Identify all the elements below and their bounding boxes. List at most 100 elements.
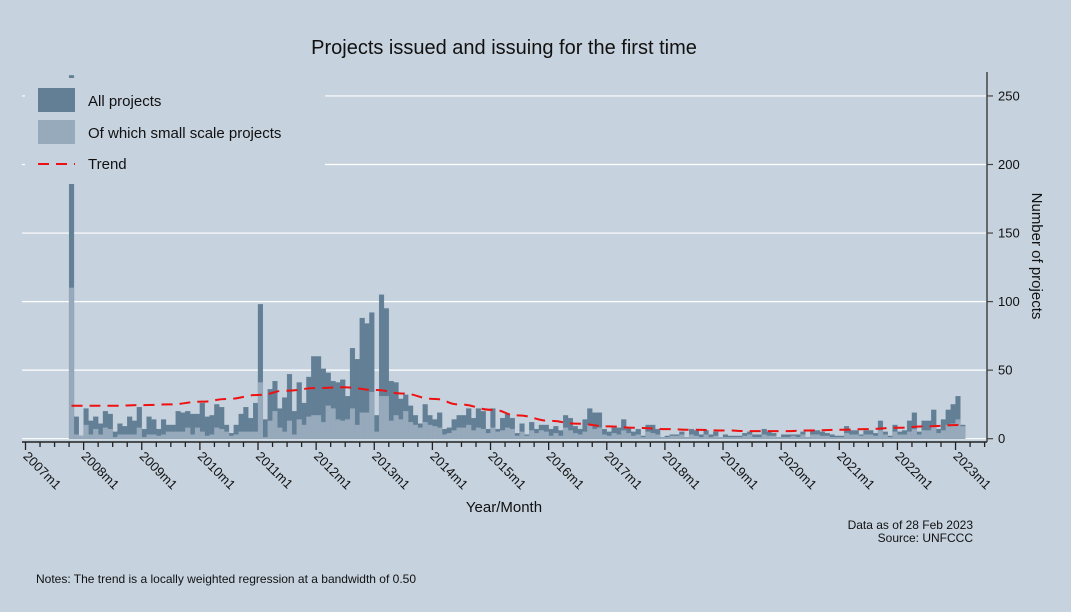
source-note: Source: UNFCCC xyxy=(878,531,974,545)
bar xyxy=(514,435,520,439)
bar xyxy=(267,420,273,439)
bar xyxy=(340,420,346,439)
bar xyxy=(684,437,690,439)
bar xyxy=(548,435,554,439)
bar xyxy=(306,416,312,439)
bar xyxy=(936,433,942,439)
bar xyxy=(291,434,297,439)
bar xyxy=(829,437,835,439)
bar xyxy=(204,435,210,439)
bar xyxy=(170,431,176,439)
bar xyxy=(68,287,75,439)
bar xyxy=(785,437,792,439)
bar xyxy=(403,411,409,439)
bar xyxy=(703,434,709,439)
bar xyxy=(383,396,389,439)
bar xyxy=(422,422,428,439)
bar xyxy=(771,435,777,439)
bar xyxy=(228,435,234,439)
bar xyxy=(887,437,893,439)
bar xyxy=(277,427,283,439)
bar xyxy=(490,427,496,439)
bars-small-scale-projects xyxy=(68,287,966,439)
bar xyxy=(408,422,414,439)
bar xyxy=(262,419,268,439)
bar xyxy=(199,431,205,439)
bar xyxy=(441,434,448,439)
bar xyxy=(693,435,699,439)
bar xyxy=(945,424,951,439)
bar xyxy=(655,434,661,439)
bar xyxy=(330,408,336,439)
bar xyxy=(800,434,806,439)
bar xyxy=(897,434,903,439)
bar xyxy=(190,434,196,439)
bar xyxy=(776,437,782,439)
bar xyxy=(83,424,89,439)
bar xyxy=(805,437,811,439)
bar xyxy=(156,435,162,439)
bar xyxy=(795,437,801,439)
bar xyxy=(630,435,636,439)
bar xyxy=(98,434,104,439)
legend-label-trend: Trend xyxy=(88,156,127,173)
chart-title: Projects issued and issuing for the firs… xyxy=(311,37,697,59)
bar xyxy=(446,433,452,439)
y-tick-label: 200 xyxy=(998,157,1020,172)
bar xyxy=(73,434,79,439)
bar xyxy=(141,437,147,439)
bar xyxy=(417,427,423,439)
bar xyxy=(378,396,385,439)
x-axis-title: Year/Month xyxy=(466,499,542,516)
bar xyxy=(529,430,535,439)
bar xyxy=(122,434,128,439)
bar xyxy=(553,433,559,439)
bar xyxy=(810,434,816,439)
bar xyxy=(214,427,220,439)
bar xyxy=(718,437,724,439)
bar xyxy=(369,391,375,439)
bar xyxy=(335,419,341,439)
bar xyxy=(233,434,239,439)
bar xyxy=(543,431,549,439)
bar xyxy=(621,430,627,439)
data-date-note: Data as of 28 Feb 2023 xyxy=(848,518,974,532)
bar xyxy=(160,434,167,439)
bar xyxy=(500,430,506,439)
bar xyxy=(88,434,94,439)
bar xyxy=(538,430,544,439)
bar xyxy=(253,431,259,439)
bar xyxy=(311,415,317,439)
bar xyxy=(761,434,767,439)
bar xyxy=(790,435,796,439)
bar xyxy=(698,437,704,439)
bar xyxy=(640,437,646,439)
bar xyxy=(175,431,181,439)
bar xyxy=(601,434,607,439)
bar xyxy=(892,431,898,439)
bar xyxy=(131,434,138,439)
bar xyxy=(466,424,472,439)
bar xyxy=(238,431,244,439)
bar xyxy=(955,419,961,439)
y-tick-label: 0 xyxy=(998,431,1005,446)
bar xyxy=(567,430,574,439)
bar xyxy=(107,428,113,439)
trend-line xyxy=(71,386,963,433)
bar xyxy=(480,428,486,439)
bar xyxy=(669,435,675,439)
bar xyxy=(248,431,254,439)
bar xyxy=(834,437,840,439)
bar xyxy=(127,434,133,439)
bar xyxy=(296,419,302,439)
bar xyxy=(819,435,825,439)
bar xyxy=(824,435,830,439)
bar xyxy=(204,416,210,439)
bar xyxy=(461,427,467,439)
bar xyxy=(112,437,118,439)
bar xyxy=(495,431,501,439)
bar xyxy=(858,435,864,439)
bar xyxy=(485,433,491,439)
bar xyxy=(219,428,225,439)
